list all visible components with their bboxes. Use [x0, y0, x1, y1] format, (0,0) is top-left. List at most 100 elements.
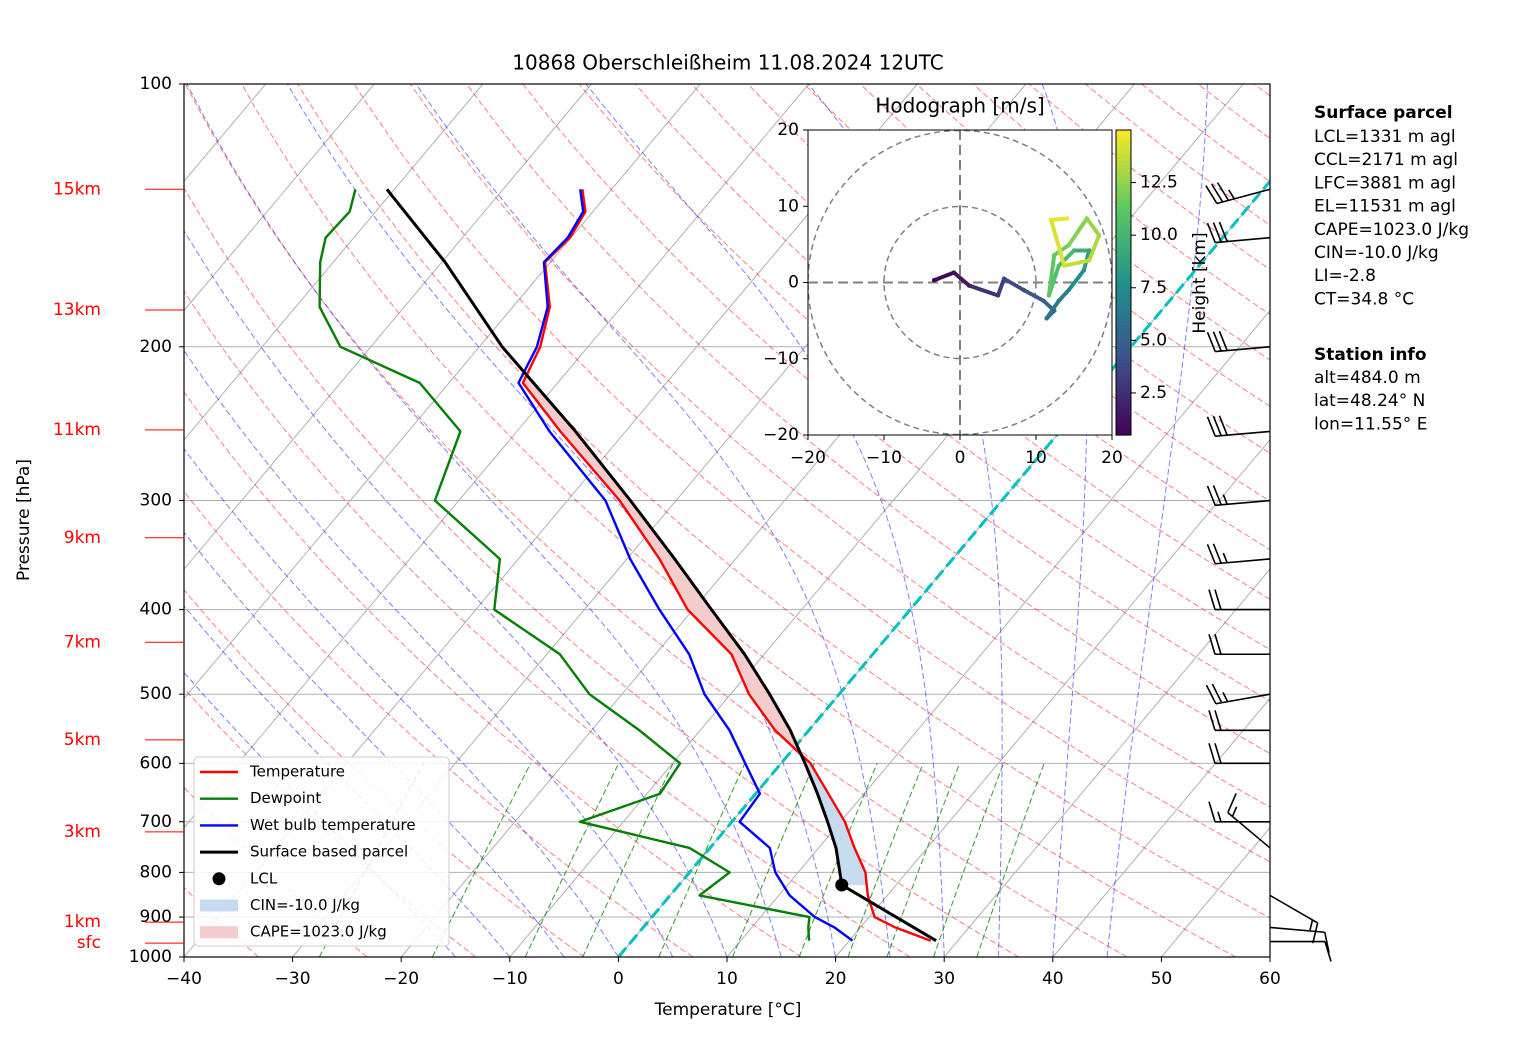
- colorbar-cell: [1116, 267, 1131, 272]
- x-tick-label: 30: [933, 969, 955, 989]
- freezing-isotherm: [617, 178, 1270, 957]
- wind-barb: [1205, 683, 1271, 705]
- y-tick-label: 1000: [129, 947, 172, 967]
- colorbar-cell: [1116, 339, 1131, 345]
- dry-adiabat: [184, 187, 1019, 957]
- wind-barb: [1208, 589, 1270, 611]
- isotherm: [1052, 697, 1270, 957]
- hodograph-point: [1066, 242, 1071, 248]
- y-tick-label: 20: [777, 120, 799, 140]
- hodograph-point: [1087, 258, 1092, 263]
- x-tick-label: 0: [955, 448, 966, 468]
- hodograph-point: [1081, 268, 1087, 273]
- hodograph-segment: [1049, 216, 1070, 222]
- colorbar-cell: [1116, 137, 1131, 143]
- colorbar-cell: [1116, 248, 1131, 253]
- legend-label: CIN=-10.0 J/kg: [250, 896, 360, 914]
- colorbar-cell: [1116, 187, 1131, 192]
- legend-label: Temperature: [249, 763, 345, 781]
- info-line: LFC=3881 m agl: [1314, 173, 1456, 193]
- colorbar-cell: [1116, 206, 1131, 211]
- legend-box: [193, 756, 450, 947]
- legend-marker: [212, 872, 226, 886]
- info-panel: Surface parcel Station info LCL=1331 m a…: [1314, 103, 1469, 434]
- isotherm: [943, 568, 1270, 957]
- hodograph-point: [1096, 233, 1102, 238]
- x-tick-label: 20: [825, 969, 847, 989]
- isotherm-extra: [184, 84, 592, 570]
- hodograph-segment: [1066, 268, 1086, 293]
- moist-adiabat: [585, 84, 945, 957]
- cin-area: [801, 754, 867, 885]
- colorbar-cell: [1116, 274, 1131, 280]
- x-tick-label: 10: [1025, 448, 1047, 468]
- wind-barb: [1208, 743, 1270, 765]
- hodograph-segment: [1046, 253, 1057, 298]
- hodograph-point: [995, 293, 1001, 298]
- x-tick-label: −40: [166, 969, 202, 989]
- wind-barb: [1208, 710, 1270, 732]
- colorbar-cell: [1116, 313, 1131, 318]
- colorbar-cell: [1116, 149, 1131, 154]
- height-label: 1km: [64, 912, 101, 932]
- x-tick-label: −20: [790, 448, 826, 468]
- x-tick-label: 60: [1259, 969, 1281, 989]
- colorbar-cell: [1116, 324, 1131, 329]
- colorbar-cell: [1116, 431, 1131, 436]
- colorbar-cell: [1116, 160, 1131, 165]
- colorbar-cell: [1116, 168, 1131, 173]
- colorbar-cell: [1116, 301, 1131, 306]
- info-line: EL=11531 m agl: [1314, 197, 1456, 217]
- colorbar-cell: [1116, 217, 1131, 223]
- colorbar-cell: [1116, 130, 1131, 135]
- colorbar-cell: [1116, 293, 1131, 299]
- dry-adiabat: [297, 84, 1270, 919]
- colorbar-cell: [1116, 145, 1131, 150]
- height-label: 7km: [64, 632, 101, 652]
- moist-adiabat: [186, 84, 782, 957]
- x-tick-label: −20: [383, 969, 419, 989]
- colorbar-cell: [1116, 202, 1131, 207]
- lcl-marker: [835, 878, 849, 892]
- colorbar-cell: [1116, 252, 1131, 257]
- hodograph-segment: [996, 276, 1007, 298]
- hodograph-segment: [1049, 217, 1067, 268]
- hodograph-point: [1052, 308, 1057, 313]
- colorbar-cell: [1116, 164, 1131, 169]
- info-title: Surface parcel: [1314, 103, 1453, 123]
- x-tick-label: 40: [1042, 969, 1064, 989]
- hodograph-segment: [1056, 288, 1071, 303]
- chart-title: 10868 Oberschleißheim 11.08.2024 12UTC: [512, 51, 943, 75]
- y-axis-label: Pressure [hPa]: [14, 459, 34, 581]
- height-label: 5km: [64, 730, 101, 750]
- y-tick-label: −10: [763, 349, 799, 369]
- colorbar-cell: [1116, 362, 1131, 367]
- colorbar-cell: [1116, 393, 1131, 398]
- legend-label: Dewpoint: [250, 789, 321, 807]
- moist-adiabat: [184, 349, 674, 957]
- hodograph-point: [1049, 217, 1054, 223]
- hodograph-point: [1041, 298, 1046, 303]
- x-tick-label: −10: [492, 969, 528, 989]
- colorbar-tick-label: 2.5: [1140, 383, 1167, 403]
- isotherm-extra: [184, 84, 701, 700]
- wind-barb: [1205, 182, 1271, 205]
- colorbar-cell: [1116, 236, 1131, 242]
- x-tick-label: 10: [716, 969, 738, 989]
- colorbar-cell: [1116, 141, 1131, 146]
- dry-adiabat: [634, 84, 1270, 600]
- hodograph-point: [1064, 216, 1070, 221]
- colorbar-cell: [1116, 240, 1131, 245]
- legend: Temperature Dewpoint Wet bulb temperature S…: [193, 756, 450, 947]
- colorbar-cell: [1116, 191, 1131, 196]
- hodograph-segment: [1066, 216, 1089, 248]
- hodograph-point: [951, 270, 957, 275]
- colorbar-cell: [1116, 351, 1131, 356]
- colorbar-cell: [1116, 328, 1131, 333]
- hodograph-segment: [1002, 276, 1026, 293]
- colorbar-cell: [1116, 225, 1131, 230]
- height-label: 15km: [53, 179, 101, 199]
- mixing-ratio-line: [658, 763, 746, 957]
- colorbar-cell: [1116, 282, 1131, 287]
- colorbar-cell: [1116, 133, 1131, 139]
